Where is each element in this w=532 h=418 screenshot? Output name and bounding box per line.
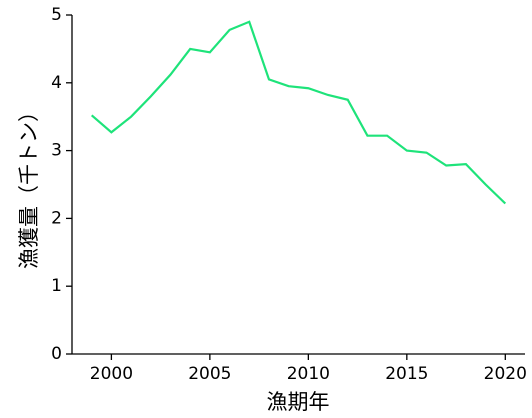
- x-tick-label: 2000: [90, 364, 133, 384]
- x-tick-label: 2015: [385, 364, 428, 384]
- y-tick-label: 0: [51, 344, 62, 364]
- y-axis-title: 漁獲量（千トン）: [17, 101, 41, 269]
- x-tick-label: 2020: [484, 364, 527, 384]
- y-tick-label: 3: [51, 141, 62, 161]
- x-tick-label: 2010: [287, 364, 330, 384]
- x-axis-title: 漁期年: [267, 390, 330, 414]
- line: [90, 20, 507, 205]
- y-tick-label: 1: [51, 276, 62, 296]
- x-tick-label: 2005: [188, 364, 231, 384]
- y-tick-label: 5: [51, 5, 62, 25]
- y-tick-label: 2: [51, 208, 62, 228]
- y-tick-label: 4: [51, 73, 62, 93]
